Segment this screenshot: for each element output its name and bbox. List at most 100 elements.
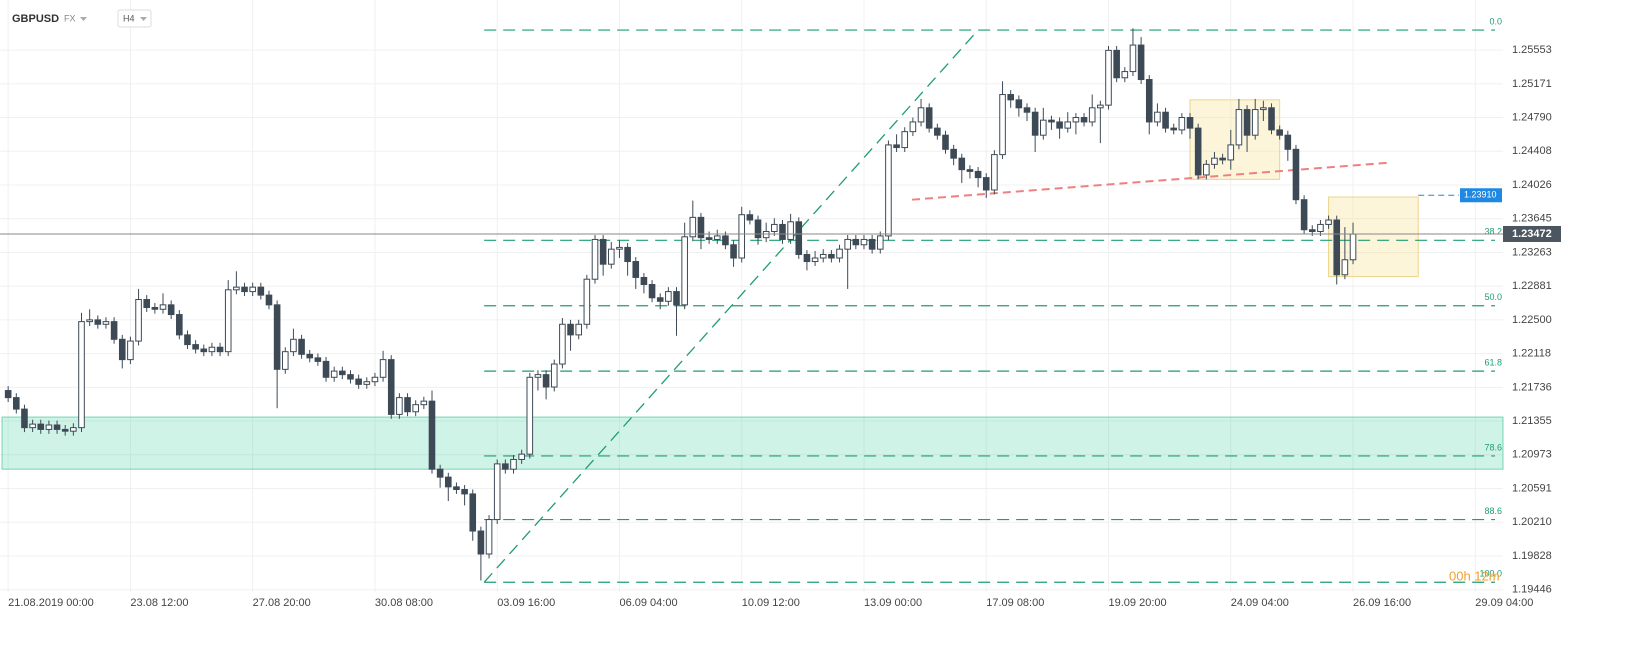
candle-body: [819, 253, 827, 259]
candle-body: [991, 154, 998, 191]
candle-body: [534, 374, 542, 378]
candle-body: [1056, 121, 1063, 129]
candle-body: [917, 107, 925, 123]
candle-body: [510, 458, 517, 470]
candle-body: [469, 493, 477, 532]
candle-body: [127, 340, 134, 361]
candle-body: [1129, 44, 1137, 73]
plot: 1.25553 1.25171 1.24790 1.24408 1.24026 1.236…: [0, 0, 1552, 609]
candle-body: [192, 344, 199, 350]
candle-body: [559, 323, 566, 365]
candle-body: [461, 489, 468, 495]
candle-body: [1292, 148, 1300, 201]
candle-body: [412, 404, 419, 413]
candle-body: [363, 381, 371, 385]
candle-body: [379, 359, 387, 378]
y-tick-label: 1.21736: [1512, 381, 1552, 393]
candle-body: [241, 286, 248, 293]
candle-body: [746, 214, 754, 221]
candle-body: [1145, 79, 1153, 123]
dropdown-icon[interactable]: [80, 17, 87, 21]
candle-body: [779, 223, 786, 240]
candle-body: [118, 338, 126, 361]
candle-body: [1007, 94, 1014, 101]
market[interactable]: FX: [64, 13, 76, 23]
candle-body: [599, 238, 607, 265]
candle-body: [1235, 109, 1243, 146]
candle-body: [836, 248, 843, 259]
y-tick-label: 1.24026: [1512, 179, 1552, 191]
candle-body: [762, 230, 770, 239]
candle-body: [135, 299, 142, 342]
last-price-tag: [1503, 225, 1561, 242]
y-tick-label: 1.23645: [1512, 213, 1552, 225]
candle-body: [78, 321, 85, 429]
x-tick-label: 30.08 08:00: [375, 597, 433, 609]
y-tick-label: 1.24790: [1512, 111, 1552, 123]
candle-body: [1023, 107, 1031, 113]
fib-label: 0.0: [1489, 16, 1502, 26]
candle-body: [13, 397, 20, 410]
interval-button[interactable]: [117, 9, 152, 28]
candle-body: [1121, 71, 1129, 79]
candle-body: [608, 248, 615, 265]
x-tick-label: 13.09 00:00: [864, 597, 922, 609]
fib-label: 61.8: [1484, 357, 1502, 367]
candle-body: [665, 291, 672, 302]
candle-body: [681, 236, 688, 306]
candle-body: [966, 169, 974, 172]
x-tick-label: 27.08 20:00: [253, 597, 311, 609]
interval[interactable]: H4: [123, 13, 135, 23]
y-tick-label: 1.21355: [1512, 415, 1552, 427]
candle-body: [1243, 109, 1251, 136]
candle-body: [697, 216, 705, 239]
candle-body: [958, 157, 966, 171]
x-tick-label: 24.09 04:00: [1231, 597, 1289, 609]
candle-body: [787, 221, 794, 240]
candle-body: [159, 304, 167, 310]
candle-body: [982, 177, 990, 191]
candle-body: [1154, 111, 1161, 123]
candle-body: [860, 238, 868, 246]
candle-body: [583, 278, 591, 325]
candle-body: [713, 235, 721, 240]
candle-body: [110, 321, 118, 340]
candle-body: [550, 363, 558, 388]
candle-body: [387, 359, 395, 415]
candle-body: [934, 127, 941, 136]
candle-body: [330, 370, 338, 378]
candle-body: [420, 400, 428, 406]
candle-body: [648, 284, 656, 299]
candle-timer: 00h 12m: [1449, 568, 1500, 583]
candle-body: [591, 238, 599, 280]
y-tick-label: 1.19446: [1512, 584, 1552, 596]
y-tick-label: 1.20591: [1512, 482, 1552, 494]
candle-body: [257, 286, 265, 296]
candle-body: [1260, 107, 1267, 111]
y-tick-label: 1.20210: [1512, 516, 1552, 528]
x-tick-label: 26.09 16:00: [1353, 597, 1411, 609]
candle-body: [371, 376, 379, 383]
fib-label: 100.0: [1479, 569, 1502, 579]
candle-body: [942, 134, 949, 150]
candle-body: [1178, 117, 1186, 131]
candle-body: [281, 351, 289, 370]
y-tick-label: 1.22118: [1512, 348, 1551, 360]
x-tick-label: 17.09 08:00: [986, 597, 1044, 609]
fib-label: 88.6: [1484, 506, 1502, 516]
candle-body: [444, 476, 452, 488]
y-tick-label: 1.19828: [1512, 550, 1552, 562]
candle-body: [1080, 117, 1088, 123]
candle-body: [1276, 129, 1283, 136]
candle-body: [1349, 233, 1357, 261]
candle-body: [265, 294, 273, 306]
dropdown-icon[interactable]: [140, 17, 147, 21]
candle-body: [396, 397, 403, 415]
candle-body: [37, 423, 45, 430]
x-tick-label: 03.09 16:00: [497, 597, 555, 609]
candle-body: [738, 214, 746, 259]
candle-body: [151, 306, 159, 310]
candle-body: [1113, 49, 1120, 79]
candle-body: [909, 121, 917, 133]
candle-body: [1186, 117, 1194, 129]
